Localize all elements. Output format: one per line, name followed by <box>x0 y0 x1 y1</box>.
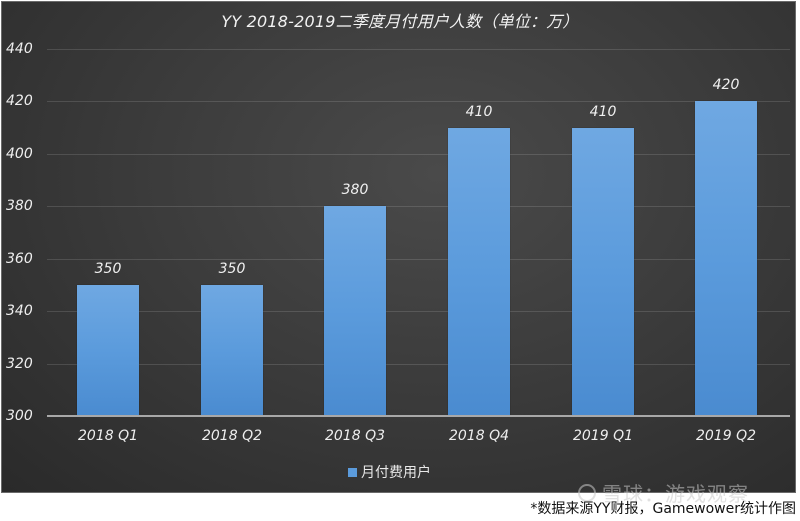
y-tick-label: 440 <box>6 41 33 57</box>
x-axis-line <box>47 415 790 417</box>
gridline <box>47 364 790 365</box>
data-label: 350 <box>218 261 246 277</box>
gridline <box>47 259 790 260</box>
snowball-logo-icon <box>578 483 596 502</box>
bar-2018-q3 <box>324 206 386 416</box>
watermark-text: 雪球：游戏观察 <box>602 482 749 506</box>
data-label: 410 <box>589 104 617 120</box>
gridline <box>47 154 790 155</box>
x-tick-label: 2018 Q2 <box>201 428 262 444</box>
data-label: 420 <box>712 77 740 93</box>
y-tick-label: 320 <box>6 356 33 372</box>
bar-2018-q1 <box>77 285 139 416</box>
gridline <box>47 49 790 50</box>
legend-swatch-icon <box>348 467 357 477</box>
x-tick-label: 2018 Q1 <box>77 428 138 444</box>
watermark: 雪球：游戏观察 <box>578 478 749 507</box>
y-tick-label: 420 <box>6 93 33 109</box>
x-tick-label: 2018 Q4 <box>448 428 509 444</box>
chart-title: YY 2018-2019二季度月付用户人数（单位：万） <box>221 12 579 31</box>
source-note: *数据来源YY财报，Gamewower统计作图 <box>530 501 796 517</box>
data-label: 350 <box>94 261 122 277</box>
chart-container <box>1 1 796 493</box>
y-tick-label: 360 <box>6 251 33 267</box>
legend: 月付费用户 <box>348 462 431 482</box>
gridline <box>47 311 790 312</box>
legend-label: 月付费用户 <box>361 465 431 481</box>
bar-2018-q2 <box>201 285 263 416</box>
y-tick-label: 400 <box>6 146 33 162</box>
x-tick-label: 2019 Q1 <box>572 428 633 444</box>
data-label: 380 <box>341 182 369 198</box>
gridline <box>47 101 790 102</box>
x-tick-label: 2018 Q3 <box>324 428 385 444</box>
x-tick-label: 2019 Q2 <box>695 428 756 444</box>
bar-2019-q1 <box>572 128 634 416</box>
y-tick-label: 340 <box>6 303 33 319</box>
bar-2018-q4 <box>448 128 510 416</box>
y-tick-label: 380 <box>6 198 33 214</box>
bar-2019-q2 <box>695 101 757 416</box>
gridline <box>47 206 790 207</box>
data-label: 410 <box>465 104 493 120</box>
y-tick-label: 300 <box>6 408 33 424</box>
